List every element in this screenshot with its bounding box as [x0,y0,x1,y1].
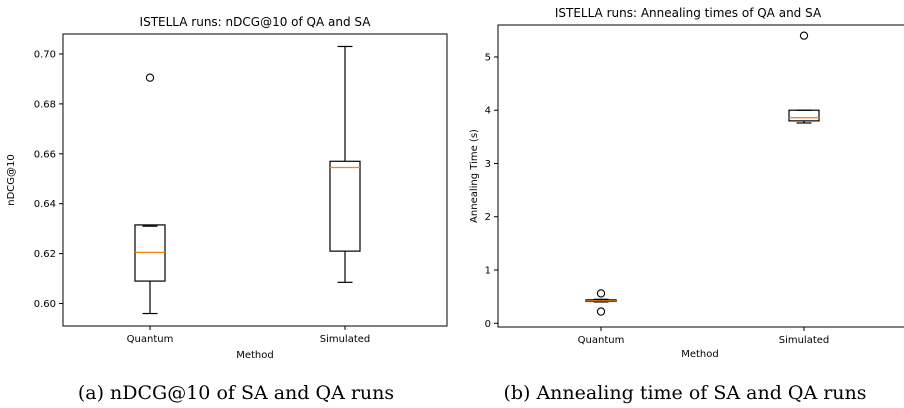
x-tick-label-ndcg: Quantum [127,334,174,345]
plot-area-annealing [497,24,904,328]
boxes-ndcg [134,45,361,315]
y-tick-label-annealing: 2 [485,212,491,223]
y-tick-label-annealing: 5 [485,52,491,63]
boxes-annealing [585,31,820,316]
y-axis-annealing: 0 1 2 3 4 5 [485,52,498,330]
y-tick-label-ndcg: 0.66 [34,149,56,160]
outlier-point [145,73,155,82]
outlier-point [596,289,606,298]
y-tick-label-annealing: 4 [485,106,491,117]
y-axis-ndcg: 0.60 0.62 0.64 0.66 0.68 0.70 [34,49,63,310]
chart-annealing: ISTELLA runs: Annealing times of QA and … [469,6,904,404]
chart-ndcg: ISTELLA runs: nDCG@10 of QA and SA 0.600… [6,15,448,404]
y-tick-label-ndcg: 0.68 [34,99,56,110]
y-tick-label-ndcg: 0.64 [34,199,56,210]
y-tick-label-ndcg: 0.62 [34,249,56,260]
chart-title-annealing: ISTELLA runs: Annealing times of QA and … [555,6,822,20]
outlier-point [596,307,606,316]
x-tick-label-annealing: Simulated [779,335,830,346]
y-tick-label-ndcg: 0.70 [34,49,56,60]
x-tick-label-annealing: Quantum [578,335,625,346]
caption-a: (a) nDCG@10 of SA and QA runs [78,382,394,404]
y-tick-label-annealing: 3 [485,159,491,170]
y-tick-label-ndcg: 0.60 [34,299,56,310]
x-axis-ndcg: Quantum Simulated [127,326,371,345]
box-ndcg-simulated [329,45,361,283]
y-tick-label-annealing: 0 [485,319,491,330]
iqr-box [788,109,820,122]
x-axis-annealing: Quantum Simulated [578,327,830,346]
box-annealing-quantum [585,289,617,316]
box-ndcg-quantum [134,73,166,315]
plot-area-ndcg [62,33,448,327]
chart-title-ndcg: ISTELLA runs: nDCG@10 of QA and SA [140,15,372,29]
caption-b: (b) Annealing time of SA and QA runs [503,382,866,404]
y-tick-label-annealing: 1 [485,266,491,277]
x-axis-label-ndcg: Method [236,350,274,361]
x-axis-label-annealing: Method [681,349,719,360]
y-axis-label-ndcg: nDCG@10 [6,154,17,206]
outlier-point [799,31,809,40]
x-tick-label-ndcg: Simulated [320,334,371,345]
box-annealing-simulated [788,31,820,124]
iqr-box [329,160,361,252]
y-axis-label-annealing: Annealing Time (s) [469,129,480,223]
